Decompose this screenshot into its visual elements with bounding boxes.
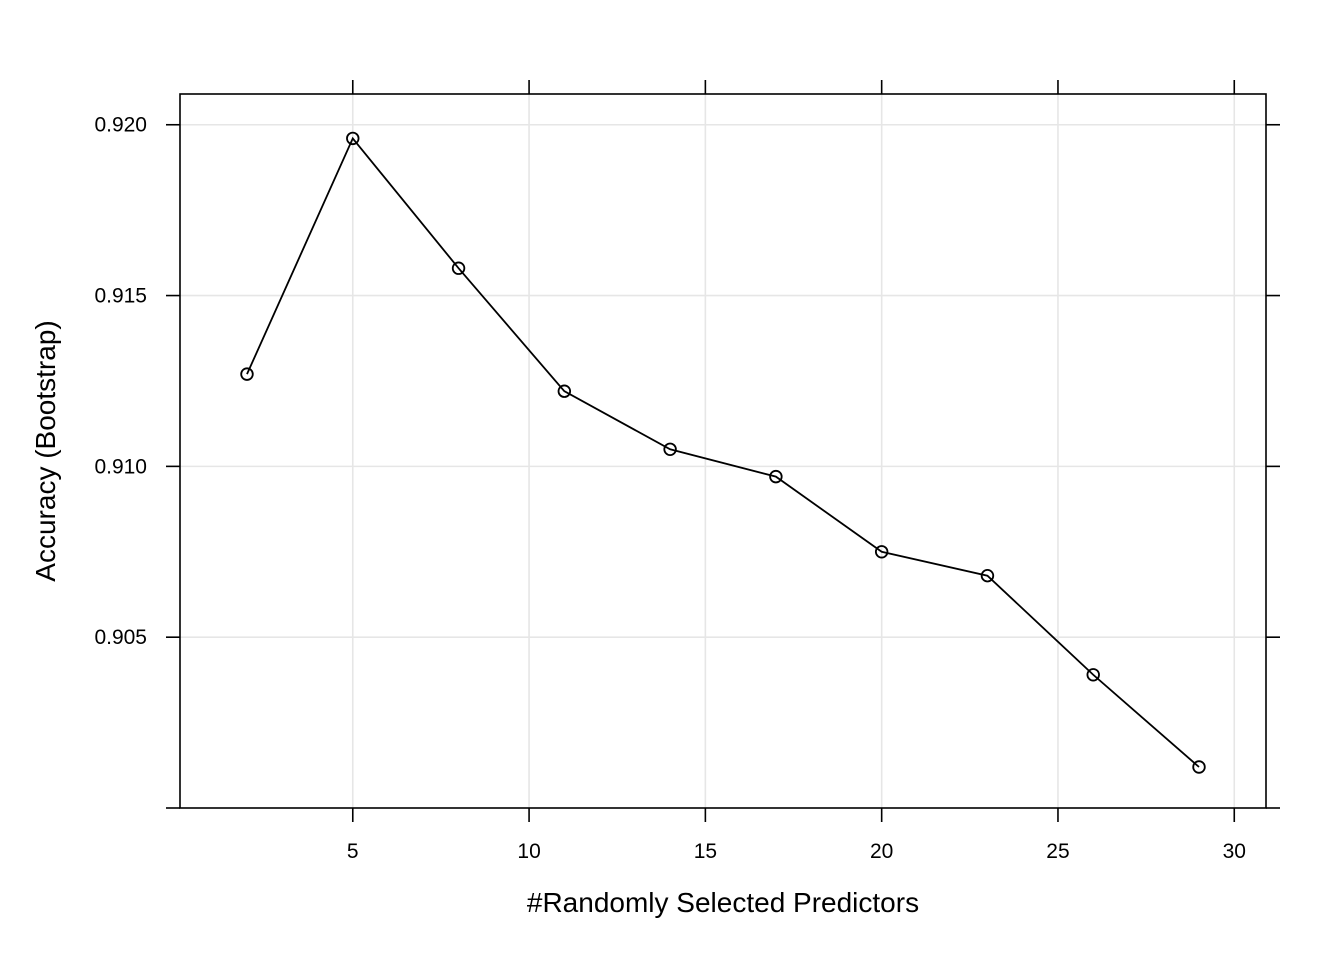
x-tick-label: 30 <box>1223 840 1246 863</box>
data-point <box>451 261 466 275</box>
data-point <box>980 568 995 583</box>
y-tick-label: 0.915 <box>94 285 147 308</box>
series-line <box>246 136 1200 768</box>
data-point <box>1086 668 1100 682</box>
data-series <box>240 131 1206 774</box>
x-tick-label: 25 <box>1046 840 1069 863</box>
y-tick-label: 0.910 <box>94 455 147 478</box>
data-point <box>663 442 677 456</box>
y-axis-title: Accuracy (Bootstrap) <box>30 320 61 581</box>
x-tick-label: 10 <box>517 840 540 863</box>
data-point <box>1192 760 1206 774</box>
grid-lines <box>180 94 1266 808</box>
x-tick-label: 5 <box>347 840 359 863</box>
data-point <box>240 367 254 381</box>
y-tick-label: 0.905 <box>94 626 147 649</box>
x-axis-title: #Randomly Selected Predictors <box>527 887 919 918</box>
tick-labels: 5 10 15 20 25 30 0.905 0.910 0.915 0.920 <box>94 114 1246 863</box>
plot-panel <box>179 93 1267 809</box>
data-point <box>769 469 783 484</box>
y-tick-label: 0.920 <box>94 114 147 137</box>
x-tick-label: 20 <box>870 840 893 863</box>
axis-ticks <box>166 80 1280 822</box>
data-point <box>874 545 889 559</box>
data-point <box>346 131 360 146</box>
data-point <box>557 384 572 398</box>
x-tick-label: 15 <box>694 840 717 863</box>
